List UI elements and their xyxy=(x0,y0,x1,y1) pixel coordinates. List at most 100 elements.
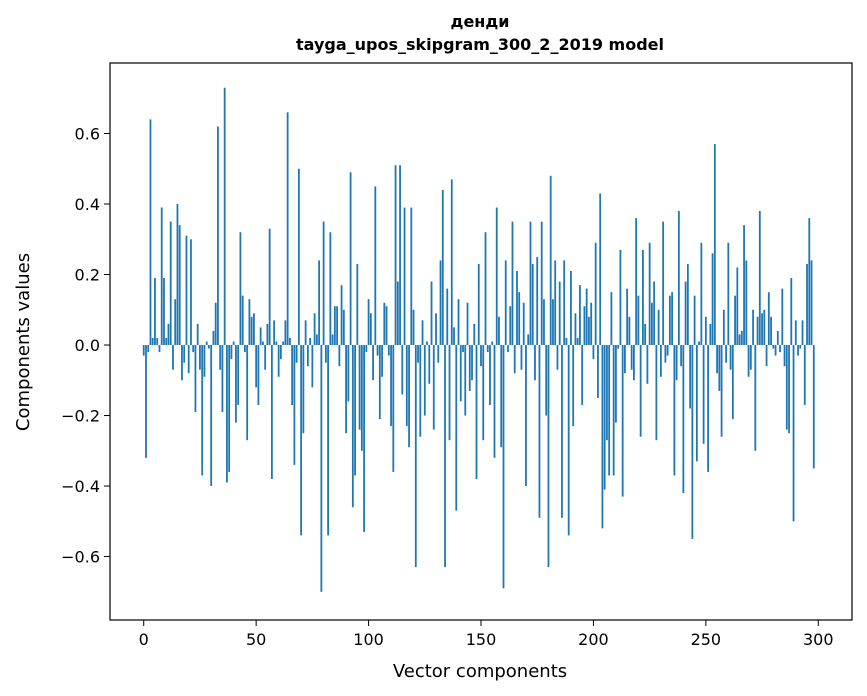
x-tick-label: 150 xyxy=(466,630,497,649)
bar xyxy=(235,345,237,423)
bar xyxy=(217,126,219,346)
bar xyxy=(412,309,415,346)
bar xyxy=(270,345,273,479)
bar xyxy=(372,345,374,381)
bar xyxy=(624,345,626,374)
bar xyxy=(340,285,343,346)
bar xyxy=(722,309,725,346)
bar xyxy=(641,249,644,346)
bar xyxy=(677,211,680,346)
bar xyxy=(284,320,287,346)
bar xyxy=(221,345,224,413)
bar xyxy=(279,345,282,360)
bar xyxy=(172,345,174,370)
bar xyxy=(268,228,271,346)
bar xyxy=(214,302,217,346)
bar xyxy=(644,323,647,346)
bar xyxy=(561,345,563,518)
bar xyxy=(394,165,397,346)
bar xyxy=(408,345,410,448)
bar xyxy=(495,207,498,346)
bar xyxy=(790,278,793,346)
x-tick-label: 0 xyxy=(139,630,149,649)
bar xyxy=(527,334,530,346)
bar xyxy=(403,207,406,346)
bar xyxy=(190,239,192,346)
bar xyxy=(212,330,215,346)
bar xyxy=(257,345,260,405)
bar xyxy=(430,281,433,346)
bar xyxy=(244,345,246,353)
bar xyxy=(767,292,770,346)
bar xyxy=(480,345,482,367)
bar xyxy=(808,218,811,346)
bar xyxy=(453,327,455,346)
bar xyxy=(329,232,332,346)
bar xyxy=(493,345,496,458)
bar xyxy=(302,345,305,434)
bar xyxy=(779,345,781,353)
bar xyxy=(300,345,303,536)
bar xyxy=(549,175,552,346)
bar xyxy=(428,345,431,384)
bar xyxy=(740,330,743,346)
bar xyxy=(500,345,503,448)
bar xyxy=(621,345,624,497)
bar xyxy=(196,323,199,346)
bar xyxy=(504,260,507,346)
bar xyxy=(711,253,714,346)
bar xyxy=(241,295,244,346)
bar xyxy=(275,341,278,346)
bar xyxy=(369,313,372,346)
bar xyxy=(770,316,772,346)
bar xyxy=(590,302,593,346)
bar xyxy=(700,242,703,346)
bar xyxy=(322,221,325,346)
bar xyxy=(783,345,786,367)
bar xyxy=(203,345,206,377)
chart-title: денди xyxy=(451,12,510,31)
bar xyxy=(776,330,779,346)
bar xyxy=(543,299,545,346)
bar xyxy=(754,345,757,451)
bar xyxy=(342,309,345,346)
bar xyxy=(457,299,460,346)
bar xyxy=(684,281,687,346)
x-tick-label: 200 xyxy=(578,630,609,649)
bar xyxy=(304,320,307,346)
bar xyxy=(749,345,752,370)
bar xyxy=(349,172,352,346)
bar xyxy=(392,345,395,472)
bar xyxy=(806,263,808,346)
bar xyxy=(426,341,428,346)
bar xyxy=(534,345,536,381)
bar xyxy=(167,323,170,346)
bar xyxy=(565,337,568,346)
bar xyxy=(720,345,723,437)
bar xyxy=(165,337,168,346)
bar xyxy=(237,345,240,405)
bar xyxy=(570,270,572,346)
bar xyxy=(468,345,471,391)
bar xyxy=(507,345,509,353)
bar xyxy=(718,345,721,391)
bar xyxy=(192,345,195,353)
bar xyxy=(399,165,401,346)
bar xyxy=(459,345,462,402)
bar xyxy=(628,316,631,346)
bar xyxy=(803,345,806,405)
bar xyxy=(547,345,550,568)
bars-group xyxy=(142,87,815,592)
bar xyxy=(498,316,500,346)
bar xyxy=(637,295,640,346)
chart-subtitle: tayga_upos_skipgram_300_2_2019 model xyxy=(296,35,664,54)
bar xyxy=(513,345,516,374)
bar xyxy=(401,345,404,395)
bar xyxy=(347,345,350,402)
bar xyxy=(763,309,766,346)
y-tick-label: 0.2 xyxy=(75,266,100,285)
bar xyxy=(756,316,759,346)
bar xyxy=(558,281,561,346)
bar xyxy=(360,345,363,451)
bar xyxy=(552,299,554,346)
